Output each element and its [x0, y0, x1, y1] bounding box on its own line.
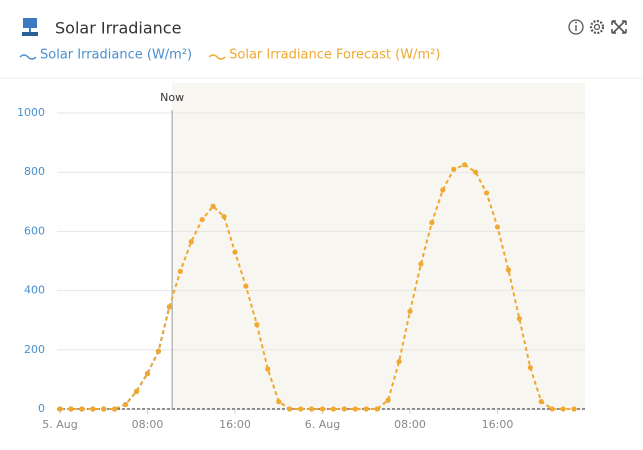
- data-point: [276, 399, 282, 405]
- data-point: [396, 359, 402, 365]
- legend-icon: [208, 54, 226, 60]
- data-point: [90, 406, 96, 412]
- legend-item[interactable]: Solar Irradiance Forecast (W/m²): [208, 48, 440, 63]
- data-point: [308, 406, 315, 412]
- data-point: [112, 406, 118, 412]
- data-point: [451, 166, 457, 172]
- legend-item[interactable]: Solar Irradiance (W/m²): [19, 48, 192, 63]
- y-tick-label: 1000: [17, 106, 45, 119]
- y-tick-label: 200: [24, 343, 45, 356]
- legend-icon: [19, 54, 37, 60]
- data-point: [363, 406, 369, 412]
- data-point: [57, 406, 63, 412]
- data-point: [221, 214, 227, 220]
- info-button[interactable]: [568, 19, 584, 35]
- series-line: [60, 163, 575, 410]
- data-point: [418, 261, 424, 267]
- data-point: [341, 406, 347, 412]
- x-tick-label: 16:00: [219, 418, 251, 431]
- data-point: [177, 268, 183, 274]
- data-point: [516, 316, 522, 322]
- x-tick-label: 08:00: [394, 418, 426, 431]
- data-point: [298, 406, 304, 412]
- data-point: [166, 304, 172, 310]
- data-point: [473, 169, 479, 175]
- data-point: [254, 322, 260, 328]
- data-point: [330, 406, 337, 412]
- data-point: [210, 203, 216, 209]
- data-point: [374, 406, 380, 412]
- data-point: [319, 406, 326, 412]
- data-point: [462, 162, 468, 168]
- future-region: [172, 83, 585, 409]
- data-point: [243, 283, 249, 289]
- x-tick-label: 6. Aug: [305, 418, 340, 431]
- legend-label: Solar Irradiance Forecast (W/m²): [229, 48, 440, 63]
- y-tick-label: 600: [24, 224, 45, 237]
- data-point: [232, 249, 238, 255]
- data-point: [440, 187, 446, 193]
- data-point: [79, 406, 85, 412]
- x-tick-label: 08:00: [132, 418, 164, 431]
- widget-title: Solar Irradiance: [55, 19, 181, 38]
- data-point: [483, 190, 490, 196]
- data-point: [144, 370, 151, 377]
- data-point: [385, 397, 391, 403]
- data-point: [101, 406, 107, 412]
- y-tick-label: 400: [24, 284, 45, 297]
- settings-button[interactable]: [589, 19, 605, 35]
- data-point: [549, 406, 555, 412]
- now-label: Now: [160, 91, 184, 104]
- data-point: [199, 216, 205, 223]
- legend-label: Solar Irradiance (W/m²): [40, 48, 192, 63]
- x-tick-label: 5. Aug: [42, 418, 77, 431]
- data-point: [538, 399, 544, 405]
- data-point: [571, 406, 577, 412]
- data-point: [505, 267, 512, 273]
- data-point: [133, 388, 140, 394]
- data-point: [123, 401, 129, 408]
- data-point: [494, 224, 501, 230]
- x-tick-label: 16:00: [482, 418, 514, 431]
- data-point: [287, 406, 293, 412]
- data-point: [155, 348, 162, 354]
- y-tick-label: 0: [38, 402, 45, 415]
- y-tick-label: 800: [24, 165, 45, 178]
- data-point: [68, 406, 74, 412]
- data-point: [188, 239, 194, 245]
- data-point: [527, 364, 533, 371]
- data-point: [352, 406, 358, 412]
- data-point: [265, 366, 271, 372]
- data-point: [560, 406, 566, 412]
- widget-icon: [22, 18, 38, 36]
- data-point: [429, 219, 435, 226]
- data-point: [407, 308, 413, 314]
- expand-button[interactable]: [611, 20, 627, 34]
